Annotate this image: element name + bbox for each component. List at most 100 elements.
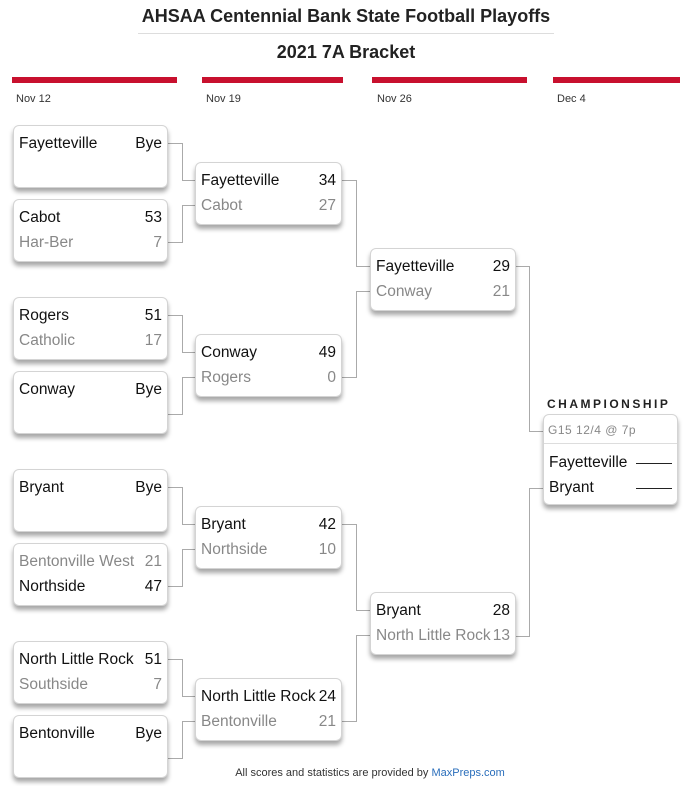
- team-name: Bentonville: [19, 725, 95, 742]
- team-name: Bryant: [549, 479, 594, 496]
- connector-line: [168, 205, 195, 243]
- team-row: Bryant 42: [201, 515, 336, 535]
- team-score: 24: [318, 688, 336, 705]
- team-name: Conway: [201, 344, 257, 361]
- team-row: Har-Ber 7: [19, 233, 162, 253]
- team-row: Cabot 53: [19, 208, 162, 228]
- championship-label: CHAMPIONSHIP: [547, 397, 671, 411]
- team-score: 21: [492, 283, 510, 300]
- game-box[interactable]: Bryant Bye: [13, 469, 168, 532]
- championship-team-row: Fayetteville: [549, 453, 672, 473]
- team-row: Rogers 0: [201, 368, 336, 388]
- game-box[interactable]: Rogers 51 Catholic 17: [13, 297, 168, 360]
- team-row: Conway 21: [376, 282, 510, 302]
- game-box[interactable]: Bentonville Bye: [13, 715, 168, 778]
- team-score: 49: [318, 344, 336, 361]
- team-row: Conway 49: [201, 343, 336, 363]
- round-bar: [372, 77, 527, 83]
- team-row: North Little Rock 24: [201, 687, 336, 707]
- team-name: Southside: [19, 676, 88, 693]
- team-name: Northside: [201, 541, 268, 558]
- game-box[interactable]: Bryant 28 North Little Rock 13: [370, 592, 516, 655]
- team-row: Fayetteville 29: [376, 257, 510, 277]
- team-score: 0: [327, 369, 336, 386]
- team-row: Bryant Bye: [19, 478, 162, 498]
- game-box[interactable]: North Little Rock 24 Bentonville 21: [195, 678, 342, 741]
- team-row: [19, 503, 162, 523]
- round-date: Nov 26: [377, 93, 412, 105]
- team-score: 10: [318, 541, 336, 558]
- team-name: Bentonville: [201, 713, 277, 730]
- team-name: Conway: [376, 283, 432, 300]
- round-date: Nov 19: [206, 93, 241, 105]
- team-name: Bentonville West: [19, 553, 135, 570]
- team-name: Cabot: [19, 209, 61, 226]
- team-row: Conway Bye: [19, 380, 162, 400]
- connector-line: [342, 180, 370, 267]
- team-score: Bye: [135, 479, 162, 496]
- game-box[interactable]: Fayetteville Bye: [13, 125, 168, 188]
- team-row: Cabot 27: [201, 196, 336, 216]
- team-name: North Little Rock: [19, 651, 134, 668]
- connector-line: [168, 549, 195, 587]
- team-score: 21: [318, 713, 336, 730]
- team-row: Fayetteville Bye: [19, 134, 162, 154]
- team-row: Bentonville 21: [201, 712, 336, 732]
- team-score: 53: [144, 209, 162, 226]
- round-date: Dec 4: [557, 93, 586, 105]
- team-name: Catholic: [19, 332, 75, 349]
- team-name: North Little Rock: [201, 688, 316, 705]
- connector-line: [168, 377, 195, 415]
- game-box[interactable]: Cabot 53 Har-Ber 7: [13, 199, 168, 262]
- team-score: 51: [144, 651, 162, 668]
- team-row: Southside 7: [19, 675, 162, 695]
- round-date: Nov 12: [16, 93, 51, 105]
- team-score: 13: [492, 627, 510, 644]
- connector-line: [342, 524, 370, 611]
- connector-line: [168, 721, 195, 759]
- connector-line: [342, 291, 370, 378]
- team-score: 27: [318, 197, 336, 214]
- team-name: Har-Ber: [19, 234, 74, 251]
- game-box[interactable]: Fayetteville 29 Conway 21: [370, 248, 516, 311]
- team-row: North Little Rock 13: [376, 626, 510, 646]
- team-score: 51: [144, 307, 162, 324]
- team-score: 47: [144, 578, 162, 595]
- team-score: 7: [153, 234, 162, 251]
- team-row: [19, 405, 162, 425]
- maxpreps-link[interactable]: MaxPreps.com: [431, 767, 505, 779]
- team-row: Catholic 17: [19, 331, 162, 351]
- game-box[interactable]: Fayetteville 34 Cabot 27: [195, 162, 342, 225]
- game-box[interactable]: Conway Bye: [13, 371, 168, 434]
- connector-line: [342, 635, 370, 722]
- score-placeholder: [636, 453, 672, 464]
- connector-line: [168, 315, 195, 353]
- connector-line: [516, 488, 543, 637]
- team-name: Cabot: [201, 197, 243, 214]
- team-score: 28: [492, 602, 510, 619]
- team-row: [19, 159, 162, 179]
- team-name: Bryant: [376, 602, 421, 619]
- team-row: Bentonville West 21: [19, 552, 162, 572]
- team-score: Bye: [135, 381, 162, 398]
- team-row: Fayetteville 34: [201, 171, 336, 191]
- team-score: 21: [144, 553, 162, 570]
- team-name: Northside: [19, 578, 86, 595]
- team-score: 29: [492, 258, 510, 275]
- championship-game[interactable]: G15 12/4 @ 7p Fayetteville Bryant: [543, 414, 678, 505]
- game-box[interactable]: Bentonville West 21 Northside 47: [13, 543, 168, 606]
- game-box[interactable]: Conway 49 Rogers 0: [195, 334, 342, 397]
- game-box[interactable]: North Little Rock 51 Southside 7: [13, 641, 168, 704]
- connector-line: [168, 487, 195, 525]
- team-name: Fayetteville: [19, 135, 98, 152]
- team-score: Bye: [135, 725, 162, 742]
- team-row: Northside 47: [19, 577, 162, 597]
- footer: All scores and statistics are provided b…: [235, 767, 505, 779]
- team-score: 7: [153, 676, 162, 693]
- team-row: [19, 749, 162, 769]
- game-box[interactable]: Bryant 42 Northside 10: [195, 506, 342, 569]
- connector-line: [168, 659, 195, 697]
- team-row: Bentonville Bye: [19, 724, 162, 744]
